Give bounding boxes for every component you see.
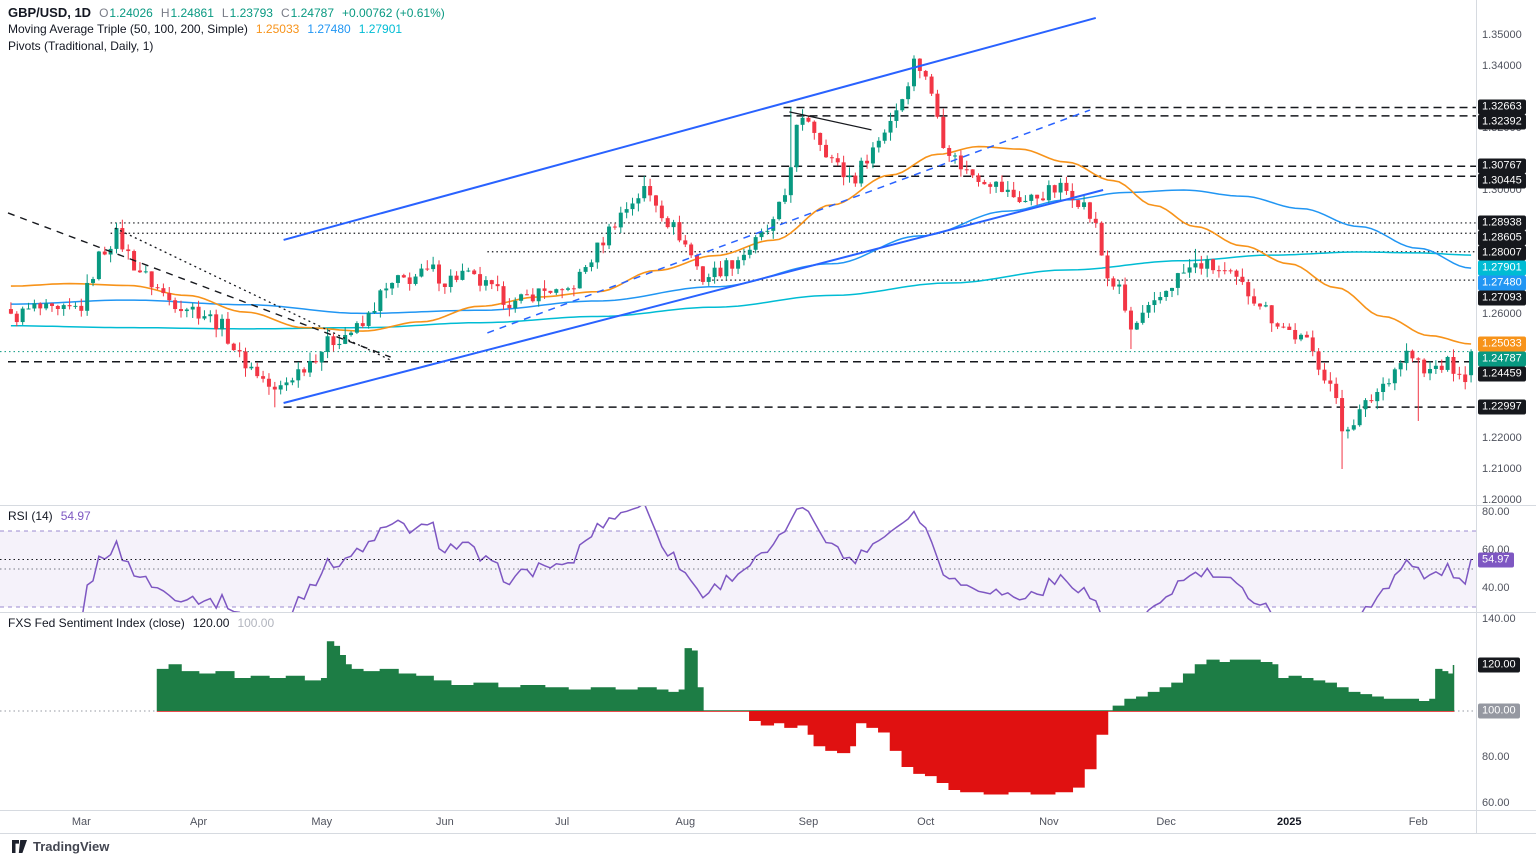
- price-axis-badge: 1.27093: [1478, 290, 1526, 306]
- price-axis-badge: 1.32392: [1478, 114, 1526, 130]
- rsi-line: [82, 506, 1472, 612]
- price-axis-badge: 1.24787: [1478, 351, 1526, 367]
- price-axis-label: 1.20000: [1482, 494, 1522, 506]
- rsi-indicator-title: RSI (14): [8, 509, 53, 523]
- price-axis-badge: 1.28938: [1478, 215, 1526, 231]
- pivots-indicator-title: Pivots (Traditional, Daily, 1): [8, 39, 154, 53]
- sentiment-current-value: 120.00: [192, 616, 230, 630]
- rsi-legend-row[interactable]: RSI (14) 54.97: [8, 509, 91, 523]
- price-axis-badge: 1.30445: [1478, 173, 1526, 189]
- price-axis-badge: 1.27901: [1478, 260, 1526, 276]
- tradingview-logo[interactable]: TradingView: [12, 839, 109, 854]
- ohlc-open: O 1.24026: [99, 6, 153, 20]
- price-scale[interactable]: [1476, 0, 1536, 810]
- rsi-current-badge: 54.97: [1478, 552, 1514, 568]
- price-axis-badge: 1.27480: [1478, 275, 1526, 291]
- sentiment-axis-label: 140.00: [1482, 613, 1516, 625]
- time-axis-label: Sep: [798, 816, 819, 828]
- time-axis-label: 2025: [1277, 816, 1302, 828]
- rsi-current-value: 54.97: [60, 509, 91, 523]
- sentiment-panel-graphics: [0, 641, 1476, 795]
- ohlc-high: H 1.24861: [160, 6, 214, 20]
- ma50-value: 1.25033: [255, 22, 300, 36]
- sentiment-area-positive: [156, 641, 1455, 711]
- time-axis-label: Feb: [1408, 816, 1428, 828]
- price-axis-label: 1.34000: [1482, 60, 1522, 72]
- sentiment-baseline-value: 100.00: [237, 616, 275, 630]
- price-axis-badge: 1.28007: [1478, 245, 1526, 261]
- time-axis-label: May: [311, 816, 333, 828]
- price-axis-label: 1.21000: [1482, 463, 1522, 475]
- time-axis-label: Mar: [71, 816, 91, 828]
- price-axis-label: 1.35000: [1482, 29, 1522, 41]
- time-axis-label: Nov: [1039, 816, 1059, 828]
- sentiment-area-negative: [156, 711, 1455, 795]
- time-axis-label: Apr: [190, 816, 208, 828]
- symbol-legend-row[interactable]: GBP/USD, 1D O 1.24026 H 1.24861 L 1.23793 C…: [8, 5, 445, 20]
- price-panel-graphics: [0, 16, 1476, 469]
- tradingview-logo-text: TradingView: [33, 839, 110, 854]
- price-axis-badge: 1.24459: [1478, 366, 1526, 382]
- time-axis-divider: [0, 810, 1536, 811]
- time-axis-label: Oct: [917, 816, 935, 828]
- rsi-panel-graphics: [0, 506, 1476, 612]
- footer-divider: [0, 833, 1536, 834]
- time-axis-label: Aug: [675, 816, 696, 828]
- panel-divider-rsi-sentiment[interactable]: [0, 612, 1536, 613]
- time-axis-label: Dec: [1156, 816, 1176, 828]
- sentiment-axis-label: 60.00: [1482, 797, 1510, 809]
- sentiment-indicator-title: FXS Fed Sentiment Index (close): [8, 616, 185, 630]
- sentiment-axis-badge: 100.00: [1478, 703, 1520, 719]
- ma-indicator-title: Moving Average Triple (50, 100, 200, Sim…: [8, 22, 248, 36]
- sentiment-axis-badge: 120.00: [1478, 657, 1520, 673]
- price-axis-divider: [1476, 0, 1477, 833]
- time-scale[interactable]: [0, 810, 1476, 833]
- pivots-legend-row[interactable]: Pivots (Traditional, Daily, 1): [8, 39, 153, 53]
- rsi-axis-label: 80.00: [1482, 506, 1510, 518]
- symbol-title: GBP/USD, 1D: [8, 5, 92, 20]
- ma100-value: 1.27480: [307, 22, 351, 36]
- price-axis-label: 1.26000: [1482, 308, 1522, 320]
- panel-divider-price-rsi[interactable]: [0, 505, 1536, 506]
- sentiment-axis-label: 80.00: [1482, 751, 1510, 763]
- ohlc-close: C 1.24787: [280, 6, 335, 20]
- tradingview-logo-icon: [12, 840, 27, 853]
- time-axis-label: Jun: [435, 816, 454, 828]
- ohlc-low: L 1.23793: [221, 6, 273, 20]
- sentiment-legend-row[interactable]: FXS Fed Sentiment Index (close) 120.00 1…: [8, 616, 274, 630]
- price-axis-badge: 1.25033: [1478, 336, 1526, 352]
- price-axis-label: 1.22000: [1482, 432, 1522, 444]
- change-value: +0.00762 (+0.61%): [342, 6, 445, 20]
- price-axis-badge: 1.32663: [1478, 99, 1526, 115]
- price-axis-badge: 1.22997: [1478, 399, 1526, 415]
- ma-legend-row[interactable]: Moving Average Triple (50, 100, 200, Sim…: [8, 22, 402, 36]
- price-axis-badge: 1.30767: [1478, 158, 1526, 174]
- time-axis-label: Jul: [555, 816, 570, 828]
- price-axis-badge: 1.28605: [1478, 230, 1526, 246]
- ma200-value: 1.27901: [358, 22, 403, 36]
- rsi-axis-label: 40.00: [1482, 582, 1510, 594]
